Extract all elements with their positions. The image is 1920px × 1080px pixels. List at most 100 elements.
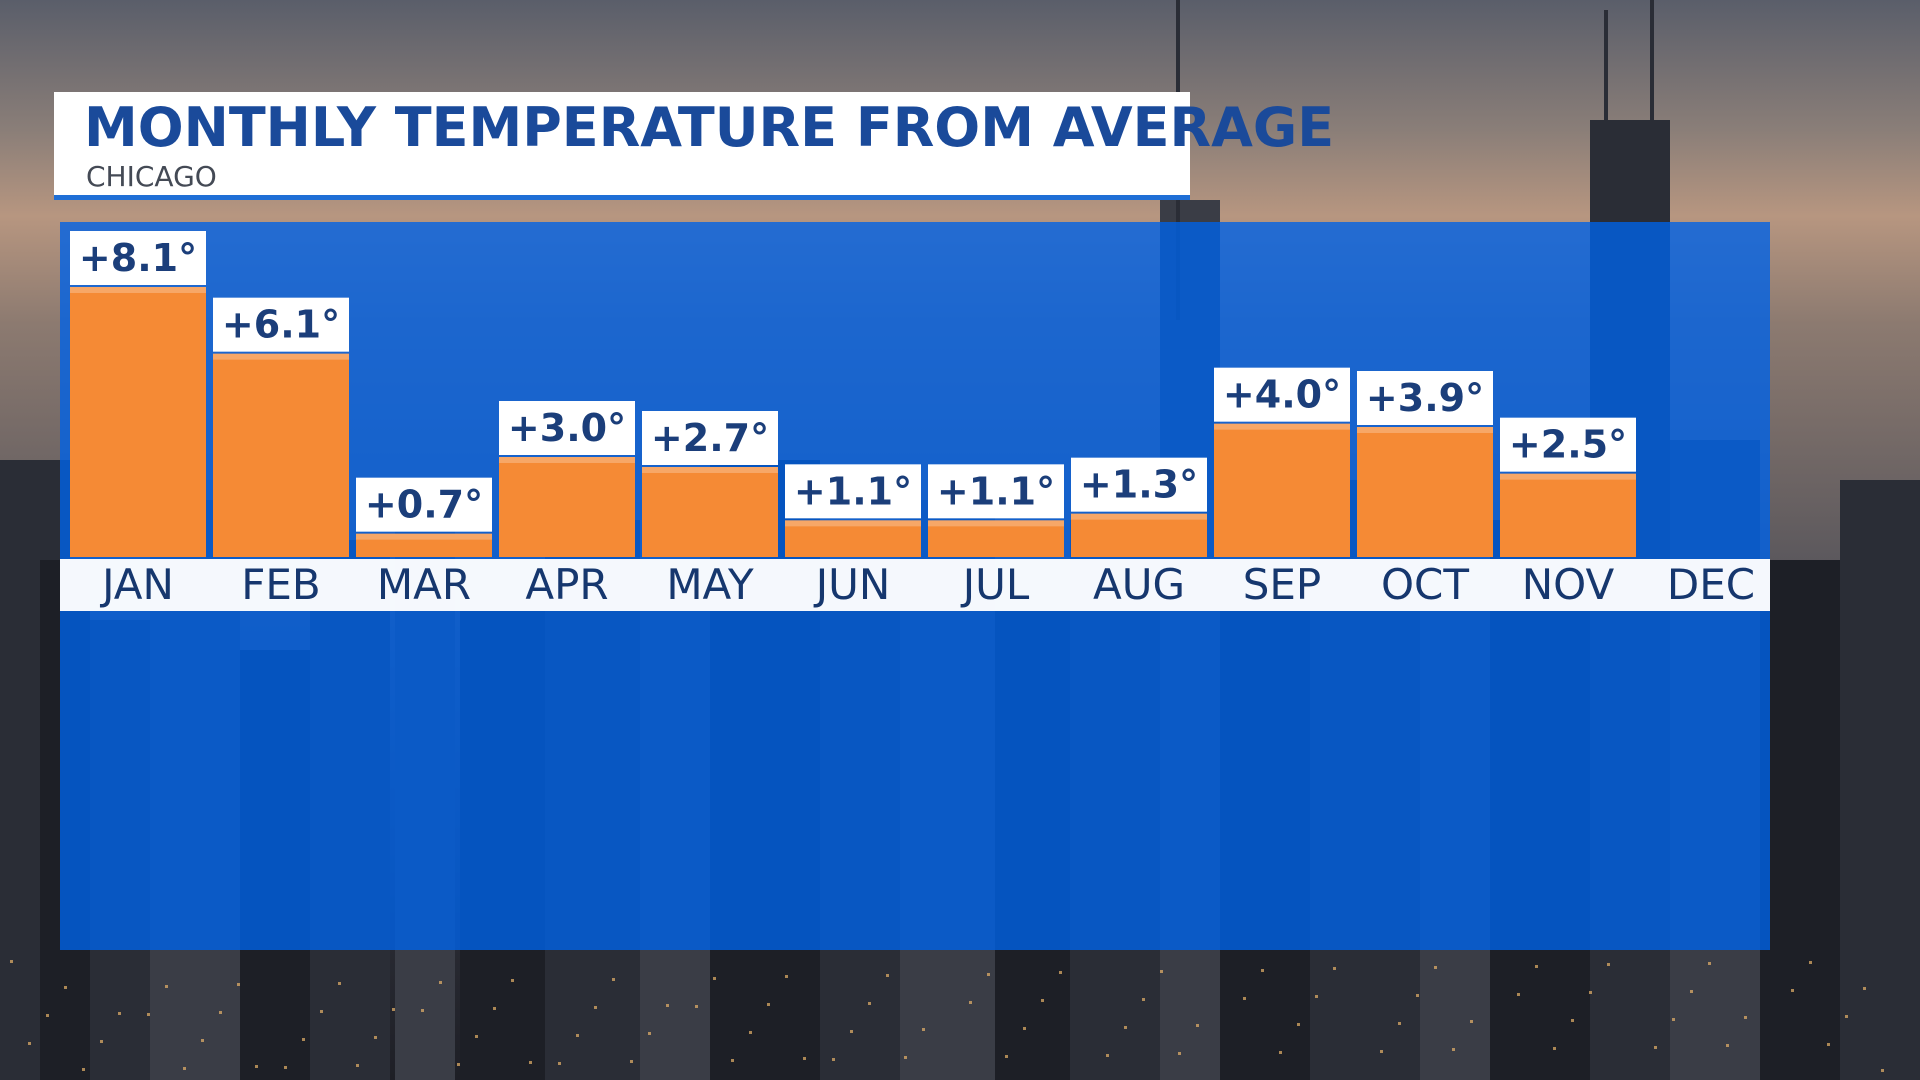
window-light	[1434, 966, 1437, 969]
window-light	[1261, 969, 1264, 972]
value-label: +1.1°	[794, 469, 912, 513]
value-label-box	[1500, 417, 1636, 472]
value-label-box	[928, 464, 1064, 519]
bar-jan	[70, 287, 206, 557]
bar-highlight	[213, 353, 349, 360]
month-label-apr: APR	[525, 560, 608, 609]
bar-highlight	[1500, 473, 1636, 480]
value-label: +3.0°	[508, 406, 626, 450]
bar-sep	[1214, 423, 1350, 557]
window-light	[749, 1031, 752, 1034]
window-light	[1571, 1019, 1574, 1022]
window-light	[832, 1058, 835, 1061]
window-light	[1005, 1055, 1008, 1058]
skyline-spire	[1604, 10, 1608, 150]
window-light	[10, 960, 13, 963]
value-label-box	[213, 297, 349, 352]
window-light	[1178, 1052, 1181, 1055]
window-light	[1726, 1044, 1729, 1047]
window-light	[356, 1064, 359, 1067]
window-light	[1106, 1054, 1109, 1057]
bar-highlight	[1214, 423, 1350, 430]
window-light	[868, 1002, 871, 1005]
window-light	[118, 1012, 121, 1015]
window-light	[1553, 1047, 1556, 1050]
bar-highlight	[1071, 513, 1207, 520]
window-light	[338, 982, 341, 985]
window-light	[886, 974, 889, 977]
bar-apr	[499, 457, 635, 557]
window-light	[421, 1009, 424, 1012]
window-light	[302, 1038, 305, 1041]
value-label-box	[1071, 457, 1207, 512]
window-light	[630, 1060, 633, 1063]
window-light	[237, 983, 240, 986]
window-light	[1160, 970, 1163, 973]
window-light	[320, 1010, 323, 1013]
window-light	[1827, 1043, 1830, 1046]
window-light	[731, 1059, 734, 1062]
window-light	[1607, 963, 1610, 966]
month-label-sep: SEP	[1243, 560, 1322, 609]
window-light	[922, 1028, 925, 1031]
bar-chart: +8.1° JAN +6.1° FEB +0.7° MAR +3.0° APR +2.7° MAY…	[60, 231, 1770, 611]
window-light	[1041, 999, 1044, 1002]
window-light	[1672, 1018, 1675, 1021]
window-light	[1791, 989, 1794, 992]
window-light	[1845, 1015, 1848, 1018]
value-label: +6.1°	[222, 303, 340, 347]
window-light	[1398, 1022, 1401, 1025]
window-light	[255, 1065, 258, 1068]
window-light	[147, 1013, 150, 1016]
month-label-band	[60, 559, 1770, 611]
window-light	[1654, 1046, 1657, 1049]
window-light	[803, 1057, 806, 1060]
window-light	[785, 975, 788, 978]
value-label: +4.0°	[1223, 373, 1341, 417]
bar-highlight	[499, 457, 635, 463]
skyline-building	[1840, 480, 1920, 1080]
window-light	[969, 1001, 972, 1004]
window-light	[695, 1005, 698, 1008]
value-label: +1.3°	[1080, 463, 1198, 507]
window-light	[219, 1011, 222, 1014]
chart-subtitle: CHICAGO	[86, 160, 217, 193]
window-light	[1809, 961, 1812, 964]
value-label: +1.1°	[937, 469, 1055, 513]
window-light	[165, 985, 168, 988]
month-label-mar: MAR	[377, 560, 471, 609]
window-light	[850, 1030, 853, 1033]
month-label-feb: FEB	[241, 560, 321, 609]
value-label: +2.5°	[1509, 423, 1627, 467]
window-light	[1517, 993, 1520, 996]
window-light	[183, 1067, 186, 1070]
value-label-box	[785, 464, 921, 519]
month-label-jun: JUN	[813, 560, 891, 609]
window-light	[1023, 1027, 1026, 1030]
bar-highlight	[642, 467, 778, 473]
window-light	[475, 1035, 478, 1038]
window-light	[1863, 987, 1866, 990]
window-light	[284, 1066, 287, 1069]
value-label-box	[70, 231, 206, 285]
window-light	[1416, 994, 1419, 997]
bar-highlight	[928, 520, 1064, 527]
window-light	[1196, 1024, 1199, 1027]
value-label-box	[356, 477, 492, 532]
window-light	[82, 1068, 85, 1071]
bar-feb	[213, 353, 349, 557]
value-label: +3.9°	[1366, 376, 1484, 420]
month-label-aug: AUG	[1093, 560, 1185, 609]
window-light	[1142, 998, 1145, 1001]
bar-jul	[928, 520, 1064, 557]
window-light	[1380, 1050, 1383, 1053]
value-label-box	[642, 411, 778, 465]
month-label-jul: JUL	[960, 560, 1030, 609]
window-light	[987, 973, 990, 976]
window-light	[713, 977, 716, 980]
window-light	[1333, 967, 1336, 970]
bar-oct	[1357, 427, 1493, 557]
window-light	[1297, 1023, 1300, 1026]
window-light	[46, 1014, 49, 1017]
window-light	[100, 1040, 103, 1043]
